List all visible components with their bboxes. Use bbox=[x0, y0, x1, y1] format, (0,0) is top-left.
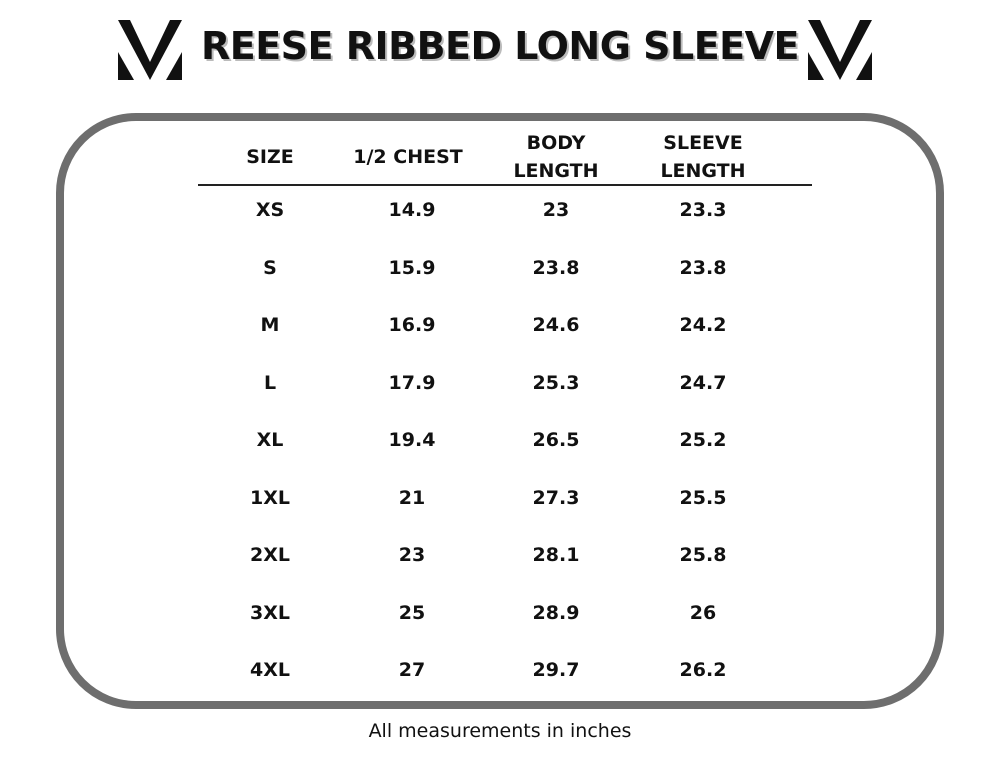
table-cell: 24.7 bbox=[679, 371, 727, 394]
header-rule bbox=[198, 184, 812, 186]
table-frame bbox=[56, 113, 944, 709]
table-cell: L bbox=[263, 371, 277, 394]
table-cell: 23 bbox=[398, 544, 426, 566]
table-cell: 28.9 bbox=[532, 601, 580, 624]
table-cell: 25.2 bbox=[679, 429, 727, 451]
table-cell: 23.8 bbox=[679, 256, 727, 279]
footer-note: All measurements in inches bbox=[368, 720, 632, 742]
title: REESE RIBBED LONG SLEEVE bbox=[200, 24, 800, 68]
table-cell: 27 bbox=[398, 659, 426, 681]
table-cell: XL bbox=[256, 429, 284, 451]
table-cell: 25.5 bbox=[679, 486, 727, 509]
table-cell: 27.3 bbox=[532, 486, 580, 509]
table-cell: S bbox=[263, 256, 277, 279]
table-cell: 26 bbox=[689, 601, 717, 624]
table-cell: 23.3 bbox=[679, 199, 727, 221]
table-cell: 26.2 bbox=[679, 659, 727, 681]
logo-right bbox=[808, 20, 872, 80]
table-cell: 23 bbox=[542, 199, 570, 221]
table-cell: 2XL bbox=[250, 544, 290, 566]
column-header: SIZE bbox=[246, 146, 294, 168]
table-cell: 17.9 bbox=[388, 371, 436, 394]
table-cell: 24.2 bbox=[679, 314, 727, 336]
logos bbox=[118, 20, 872, 80]
table-cell: 4XL bbox=[250, 659, 290, 681]
column-header: BODY LENGTH bbox=[513, 132, 599, 182]
table-cell: 25 bbox=[398, 601, 426, 624]
table-cell: 1XL bbox=[250, 486, 290, 509]
table-cell: M bbox=[260, 314, 280, 336]
table-cell: 26.5 bbox=[532, 429, 580, 451]
table-cell: 25.3 bbox=[532, 371, 580, 394]
table-cell: 28.1 bbox=[532, 544, 580, 566]
table-cell: 15.9 bbox=[388, 256, 436, 279]
column-header: SLEEVE LENGTH bbox=[660, 132, 746, 182]
table-cell: 21 bbox=[398, 486, 426, 509]
table-cell: 3XL bbox=[250, 601, 290, 624]
table-cell: 16.9 bbox=[388, 314, 436, 336]
logo-left bbox=[118, 20, 182, 80]
table-cell: 24.6 bbox=[532, 314, 580, 336]
table-cell: 25.8 bbox=[679, 544, 727, 566]
table-cell: XS bbox=[255, 199, 285, 221]
column-header: 1/2 CHEST bbox=[353, 146, 463, 168]
table-cell: 14.9 bbox=[388, 199, 436, 221]
table-cell: 19.4 bbox=[388, 429, 436, 451]
table-cell: 23.8 bbox=[532, 256, 580, 279]
table-cell: 29.7 bbox=[532, 659, 580, 681]
